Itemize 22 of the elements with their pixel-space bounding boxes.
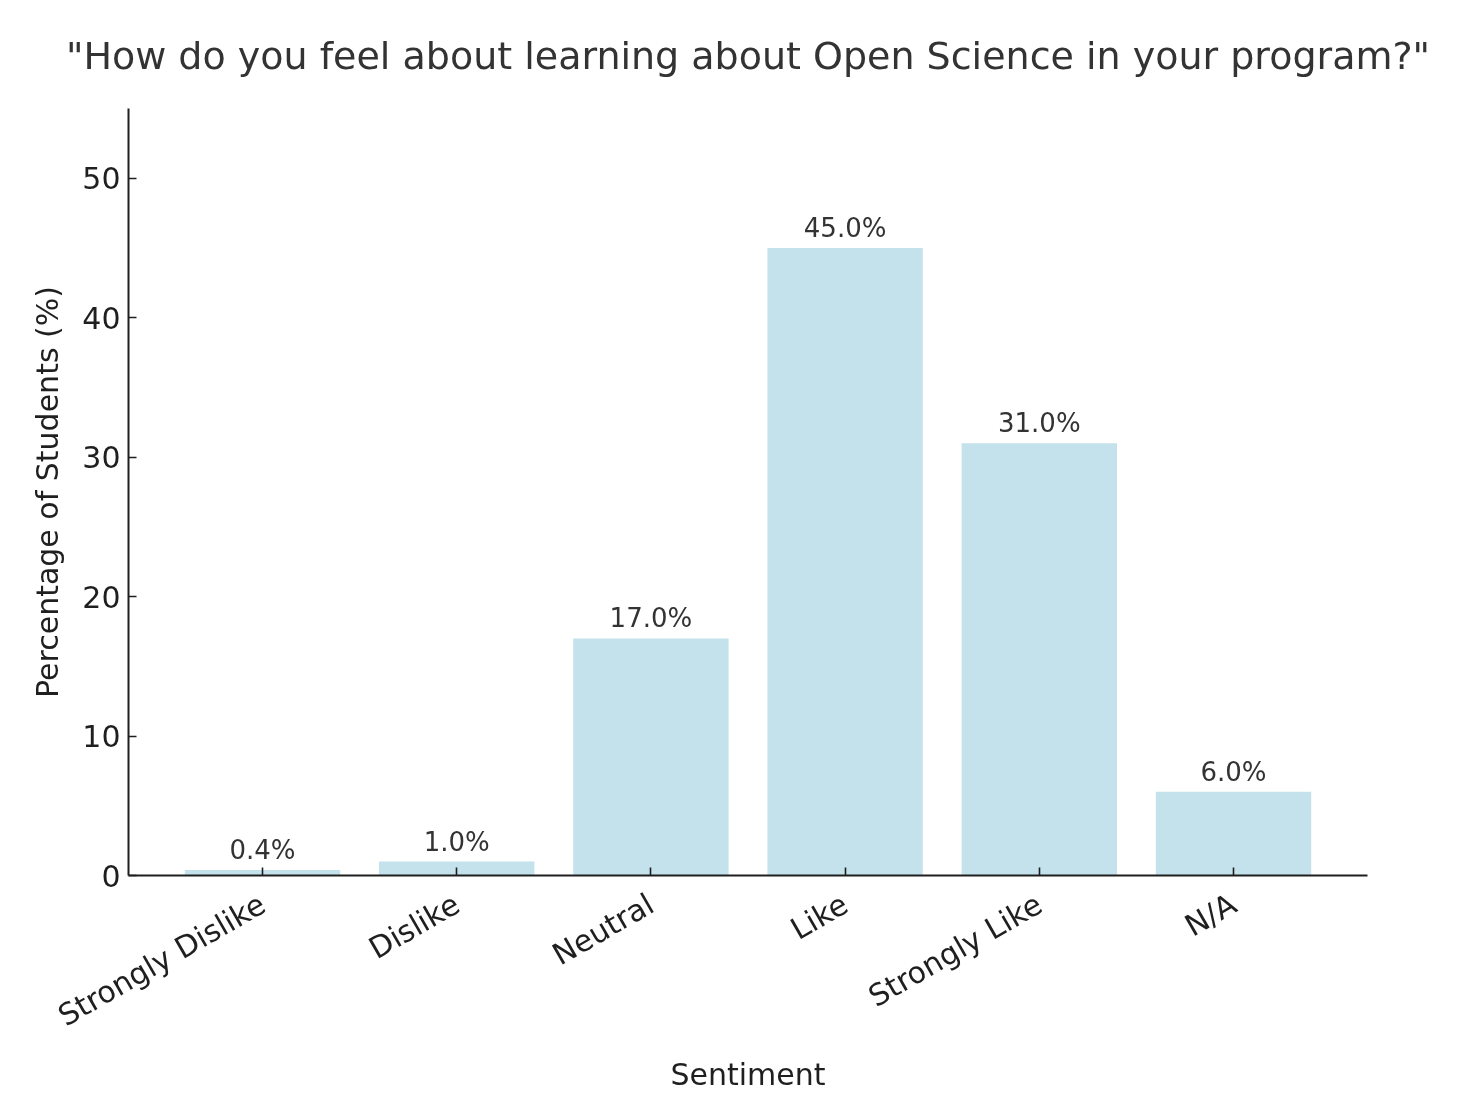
y-tick-label: 0 — [101, 858, 121, 894]
data-label: 1.0% — [423, 826, 490, 857]
bar — [379, 861, 535, 876]
bar — [767, 247, 923, 876]
x-tick-label: N/A — [1178, 886, 1243, 944]
y-tick-label: 10 — [82, 719, 121, 755]
data-label: 45.0% — [803, 212, 887, 243]
y-axis-title: Percentage of Students (%) — [30, 286, 66, 698]
x-tick-label: Like — [784, 886, 854, 947]
bar — [961, 443, 1117, 876]
y-tick-label: 50 — [82, 161, 121, 197]
y-tick-label: 30 — [82, 440, 121, 476]
bar — [573, 638, 729, 876]
y-tick-label: 40 — [82, 300, 121, 336]
data-label: 0.4% — [229, 834, 296, 865]
y-tick-label: 20 — [82, 579, 121, 615]
data-label: 6.0% — [1200, 756, 1267, 787]
x-axis-title: Sentiment — [670, 1057, 826, 1093]
chart-title: "How do you feel about learning about Open Science in your program?" — [65, 33, 1431, 78]
bar — [1155, 791, 1312, 876]
data-label: 17.0% — [609, 603, 693, 634]
data-label: 31.0% — [998, 408, 1081, 439]
